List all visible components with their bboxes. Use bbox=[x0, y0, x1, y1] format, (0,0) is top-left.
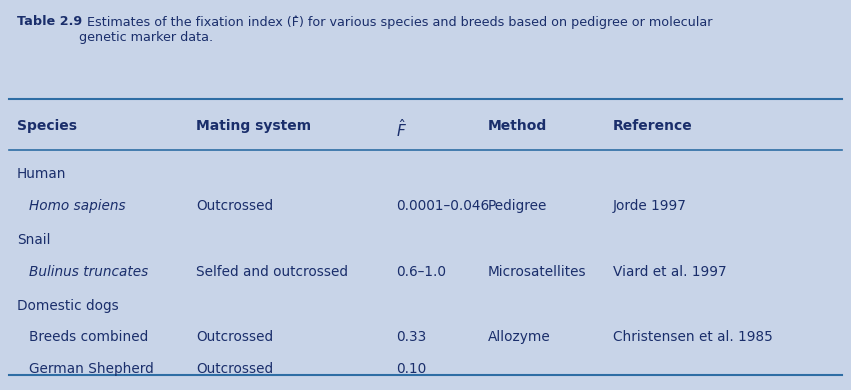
Text: Snail: Snail bbox=[17, 233, 50, 247]
Text: 0.10: 0.10 bbox=[397, 362, 426, 376]
Text: Mating system: Mating system bbox=[196, 119, 311, 133]
Text: Bulinus truncates: Bulinus truncates bbox=[29, 264, 149, 278]
Text: Christensen et al. 1985: Christensen et al. 1985 bbox=[613, 330, 773, 344]
Text: Homo sapiens: Homo sapiens bbox=[29, 199, 126, 213]
Text: Selfed and outcrossed: Selfed and outcrossed bbox=[196, 264, 348, 278]
Text: Outcrossed: Outcrossed bbox=[196, 362, 273, 376]
Text: Method: Method bbox=[488, 119, 547, 133]
Text: Outcrossed: Outcrossed bbox=[196, 199, 273, 213]
Text: German Shepherd: German Shepherd bbox=[29, 362, 154, 376]
Text: Table 2.9: Table 2.9 bbox=[17, 15, 82, 28]
Text: Pedigree: Pedigree bbox=[488, 199, 547, 213]
Text: Viard et al. 1997: Viard et al. 1997 bbox=[613, 264, 727, 278]
Text: Allozyme: Allozyme bbox=[488, 330, 551, 344]
Text: Human: Human bbox=[17, 167, 66, 181]
Text: Breeds combined: Breeds combined bbox=[29, 330, 149, 344]
Text: Microsatellites: Microsatellites bbox=[488, 264, 586, 278]
Text: Jorde 1997: Jorde 1997 bbox=[613, 199, 687, 213]
Text: Species: Species bbox=[17, 119, 77, 133]
Text: 0.33: 0.33 bbox=[397, 330, 426, 344]
Text: Estimates of the fixation index (F̂) for various species and breeds based on ped: Estimates of the fixation index (F̂) for… bbox=[79, 15, 713, 44]
Text: 0.0001–0.046: 0.0001–0.046 bbox=[397, 199, 489, 213]
Text: Reference: Reference bbox=[613, 119, 693, 133]
Text: Outcrossed: Outcrossed bbox=[196, 330, 273, 344]
Text: Domestic dogs: Domestic dogs bbox=[17, 299, 118, 313]
Text: $\hat{F}$: $\hat{F}$ bbox=[397, 119, 408, 140]
Text: 0.6–1.0: 0.6–1.0 bbox=[397, 264, 446, 278]
